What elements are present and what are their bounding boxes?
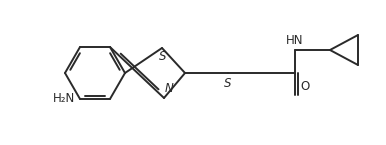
Text: H₂N: H₂N [53, 93, 75, 105]
Text: O: O [300, 80, 309, 93]
Text: HN: HN [286, 34, 304, 47]
Text: S: S [224, 77, 232, 90]
Text: S: S [159, 50, 167, 63]
Text: N: N [165, 82, 174, 95]
